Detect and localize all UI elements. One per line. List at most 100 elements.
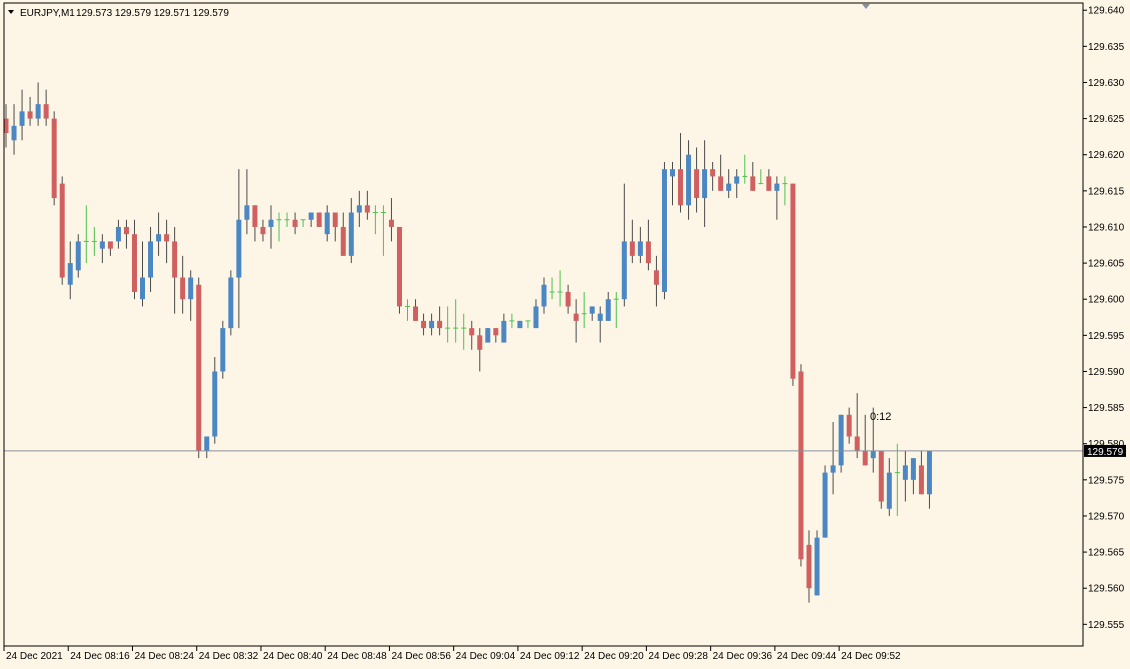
candle[interactable] — [11, 104, 17, 155]
candle[interactable] — [493, 328, 499, 343]
candle[interactable] — [910, 458, 916, 495]
candle[interactable] — [589, 306, 595, 321]
candle[interactable] — [252, 205, 258, 242]
candle[interactable] — [405, 299, 410, 321]
time-axis[interactable]: 24 Dec 2021 24 Dec 08:16 24 Dec 08:24 24 De… — [3, 646, 901, 662]
candle[interactable] — [870, 407, 876, 473]
candle[interactable] — [180, 255, 186, 314]
candle[interactable] — [573, 299, 579, 343]
candle[interactable] — [356, 190, 362, 227]
chart-header[interactable]: EURJPY,M1 129.573 129.579 129.571 129.57… — [8, 8, 229, 19]
candle[interactable] — [613, 291, 619, 329]
candle[interactable] — [525, 320, 531, 329]
candle[interactable] — [131, 219, 137, 300]
candle[interactable] — [702, 140, 708, 227]
candle[interactable] — [822, 465, 828, 538]
candle[interactable] — [509, 313, 515, 329]
candle[interactable] — [388, 198, 394, 242]
candle[interactable] — [75, 234, 81, 278]
candle[interactable] — [59, 176, 65, 285]
candle[interactable] — [51, 111, 57, 206]
candle[interactable] — [477, 328, 483, 372]
candle[interactable] — [637, 226, 643, 264]
candle[interactable] — [91, 226, 97, 256]
candle[interactable] — [445, 306, 451, 343]
candle[interactable] — [629, 219, 635, 264]
candle[interactable] — [421, 313, 427, 336]
candle[interactable] — [212, 357, 218, 444]
shift-marker-icon[interactable] — [862, 4, 870, 9]
candle[interactable] — [148, 226, 154, 292]
candle[interactable] — [782, 176, 788, 206]
chevron-down-icon[interactable] — [8, 10, 14, 14]
candle[interactable] — [99, 234, 105, 264]
candle[interactable] — [292, 212, 298, 235]
candle[interactable] — [846, 407, 852, 444]
candle[interactable] — [172, 226, 178, 314]
candle[interactable] — [244, 169, 250, 235]
candle[interactable] — [758, 169, 764, 185]
candle[interactable] — [806, 530, 812, 603]
candle[interactable] — [228, 270, 234, 336]
candle[interactable] — [669, 161, 675, 206]
candle[interactable] — [750, 161, 756, 191]
candle[interactable] — [196, 277, 202, 459]
candle[interactable] — [469, 320, 475, 350]
candle[interactable] — [453, 299, 459, 343]
candle[interactable] — [533, 299, 539, 329]
candle[interactable] — [43, 89, 49, 126]
candle[interactable] — [67, 241, 73, 300]
candle[interactable] — [894, 443, 900, 516]
candle[interactable] — [348, 198, 354, 264]
candle[interactable] — [27, 96, 33, 126]
candle[interactable] — [324, 205, 330, 242]
candle[interactable] — [886, 458, 892, 516]
candle[interactable] — [340, 212, 346, 256]
price-axis[interactable]: 129.640 129.635 129.630 129.625 129.620 129.6… — [1083, 6, 1125, 631]
candle[interactable] — [83, 205, 89, 264]
candle[interactable] — [678, 133, 684, 213]
candle[interactable] — [621, 183, 627, 307]
candle[interactable] — [332, 212, 338, 242]
candle[interactable] — [485, 328, 491, 343]
candle[interactable] — [429, 313, 435, 336]
candle[interactable] — [597, 306, 603, 343]
candle[interactable] — [686, 140, 692, 220]
candle[interactable] — [694, 147, 700, 213]
candle[interactable] — [838, 414, 844, 473]
candle[interactable] — [645, 219, 651, 271]
candle[interactable] — [19, 89, 25, 141]
candle[interactable] — [878, 450, 884, 509]
candle[interactable] — [260, 219, 266, 242]
candle[interactable] — [918, 450, 924, 495]
candle[interactable] — [734, 169, 740, 199]
candle[interactable] — [718, 154, 724, 191]
candle[interactable] — [204, 436, 210, 459]
candle[interactable] — [123, 219, 129, 249]
candle[interactable] — [3, 104, 9, 148]
candle[interactable] — [798, 364, 804, 567]
candle[interactable] — [926, 450, 932, 509]
candle[interactable] — [661, 161, 667, 300]
candle[interactable] — [854, 393, 860, 459]
candle[interactable] — [284, 212, 290, 227]
candle[interactable] — [565, 284, 571, 314]
candle[interactable] — [790, 183, 796, 386]
candle[interactable] — [830, 422, 836, 495]
candle[interactable] — [413, 299, 419, 321]
candle[interactable] — [140, 241, 146, 307]
candle[interactable] — [541, 277, 547, 314]
candle[interactable] — [517, 320, 523, 329]
candle[interactable] — [300, 219, 306, 227]
candle[interactable] — [766, 169, 772, 191]
candle[interactable] — [726, 169, 732, 199]
candle[interactable] — [115, 219, 121, 249]
candle[interactable] — [605, 291, 611, 321]
candle[interactable] — [461, 313, 467, 350]
candle[interactable] — [372, 205, 378, 235]
candle[interactable] — [107, 241, 113, 256]
candle[interactable] — [862, 414, 868, 466]
candle[interactable] — [653, 255, 659, 307]
candle[interactable] — [268, 205, 274, 249]
candle[interactable] — [164, 219, 170, 264]
